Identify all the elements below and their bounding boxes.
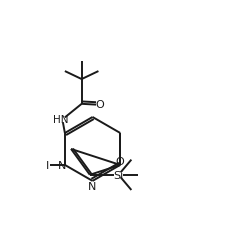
Text: O: O <box>115 156 124 166</box>
Text: HN: HN <box>53 115 68 125</box>
Text: Si: Si <box>113 170 123 180</box>
Text: O: O <box>95 99 104 109</box>
Text: N: N <box>58 160 66 170</box>
Text: I: I <box>46 160 49 170</box>
Text: N: N <box>88 181 96 191</box>
